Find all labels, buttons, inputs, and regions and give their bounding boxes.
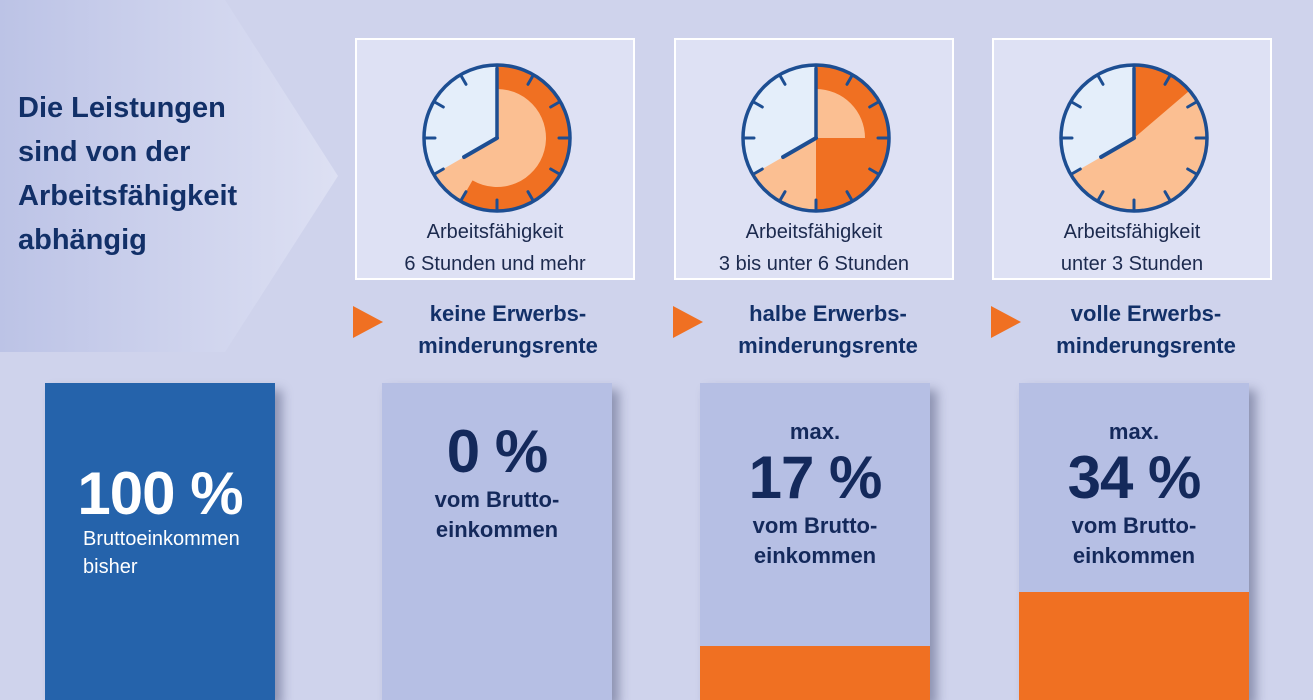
reference-label: Bruttoeinkommen bisher (83, 525, 240, 581)
clock-tick (1096, 74, 1105, 86)
background-chevron (0, 0, 338, 352)
clock-hours-band (1134, 65, 1190, 138)
caption-line: 6 Stunden und mehr (404, 253, 586, 275)
clock-tick (1096, 190, 1105, 202)
pension-percent: 34 % (1067, 444, 1202, 511)
pension-bar-full: max. 34 % vom Brutto- einkommen (1019, 383, 1249, 700)
caption-line: 3 bis unter 6 Stunden (718, 253, 910, 275)
clock-tick (845, 190, 854, 202)
pension-bar-none: 0 % vom Brutto- einkommen (382, 383, 612, 700)
result-line: minderungsrente (418, 333, 598, 358)
result-text: halbe Erwerbs- minderungsrente (713, 298, 943, 362)
pension-unit-line: einkommen (435, 517, 559, 542)
clock-tick (549, 167, 561, 176)
pension-bar-text: max. 17 % vom Brutto- einkommen (700, 419, 930, 571)
clock-tick (1186, 167, 1198, 176)
arrow-right-icon (673, 306, 703, 338)
clock-icon (741, 63, 891, 213)
reference-percent: 100 % (77, 460, 243, 527)
pension-bar-fill (700, 646, 930, 700)
clock-icon (1059, 63, 1209, 213)
reference-label-line: Bruttoeinkommen (83, 528, 240, 550)
headline: Die Leistungen sind von der Arbeitsfähig… (18, 92, 238, 256)
clock-tick (1070, 167, 1082, 176)
clock-hour-hand (781, 136, 818, 159)
clock-tick (752, 167, 764, 176)
pension-bar-half: max. 17 % vom Brutto- einkommen (700, 383, 930, 700)
clock-hour-hand (462, 136, 499, 159)
clock-tick (526, 74, 535, 86)
result-text: volle Erwerbs- minderungsrente (1031, 298, 1261, 362)
arrow-right-icon (991, 306, 1021, 338)
pension-unit-line: einkommen (1072, 543, 1196, 568)
clock-tick (433, 167, 445, 176)
result-line: minderungsrente (1056, 333, 1236, 358)
clock-tick (752, 100, 764, 109)
clock-tick (459, 74, 468, 86)
pension-bar-text: max. 34 % vom Brutto- einkommen (1019, 419, 1249, 571)
result-line: minderungsrente (738, 333, 918, 358)
clock-tick (1163, 74, 1172, 86)
caption-line: Arbeitsfähigkeit (1063, 221, 1201, 243)
clock-tick (845, 74, 854, 86)
pension-bar-fill (1019, 592, 1249, 700)
clock-caption: Arbeitsfähigkeit unter 3 Stunden (994, 216, 1270, 280)
reference-bar: 100 % Bruttoeinkommen bisher (45, 383, 275, 700)
clock-tick (459, 190, 468, 202)
pension-unit-line: vom Brutto- (752, 513, 878, 538)
clock-tick (1163, 190, 1172, 202)
reference-bar-text: 100 % (45, 461, 275, 527)
reference-label-line: bisher (83, 556, 138, 578)
pension-unit: vom Brutto- einkommen (1019, 511, 1249, 571)
result-line: halbe Erwerbs- (749, 301, 907, 326)
clock-hours-band (816, 138, 889, 211)
clock-tick (526, 190, 535, 202)
clock-hours-band (460, 65, 570, 211)
clock-caption: Arbeitsfähigkeit 3 bis unter 6 Stunden (676, 216, 952, 280)
arrow-right-icon (353, 306, 383, 338)
pension-percent: 0 % (446, 418, 548, 485)
clock-tick (549, 100, 561, 109)
clock-tick (868, 167, 880, 176)
result-line: keine Erwerbs- (429, 301, 587, 326)
pension-percent: 17 % (748, 444, 883, 511)
clock-card-6-hours: Arbeitsfähigkeit 6 Stunden und mehr (355, 38, 635, 280)
pension-unit-line: vom Brutto- (1071, 513, 1197, 538)
max-prefix: max. (1108, 419, 1160, 444)
pension-bar-text: 0 % vom Brutto- einkommen (382, 419, 612, 545)
result-line: volle Erwerbs- (1070, 301, 1222, 326)
caption-line: Arbeitsfähigkeit (745, 221, 883, 243)
pension-unit-line: vom Brutto- (434, 487, 560, 512)
clock-card-3-to-6-hours: Arbeitsfähigkeit 3 bis unter 6 Stunden (674, 38, 954, 280)
clock-tick (1186, 100, 1198, 109)
result-text: keine Erwerbs- minderungsrente (393, 298, 623, 362)
caption-line: Arbeitsfähigkeit (426, 221, 564, 243)
clock-tick (868, 100, 880, 109)
clock-card-under-3-hours: Arbeitsfähigkeit unter 3 Stunden (992, 38, 1272, 280)
pension-unit-line: einkommen (753, 543, 877, 568)
max-prefix: max. (789, 419, 841, 444)
pension-unit: vom Brutto- einkommen (700, 511, 930, 571)
clock-tick (778, 190, 787, 202)
caption-line: unter 3 Stunden (1060, 253, 1204, 275)
clock-tick (1070, 100, 1082, 109)
clock-icon (422, 63, 572, 213)
clock-tick (433, 100, 445, 109)
clock-caption: Arbeitsfähigkeit 6 Stunden und mehr (357, 216, 633, 280)
clock-hour-hand (1099, 136, 1136, 159)
clock-tick (778, 74, 787, 86)
pension-unit: vom Brutto- einkommen (382, 485, 612, 545)
